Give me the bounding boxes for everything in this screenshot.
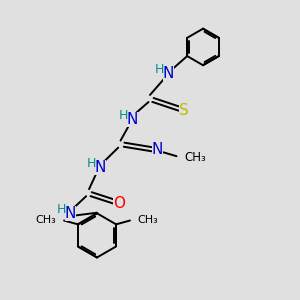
Text: CH₃: CH₃: [185, 151, 206, 164]
Text: CH₃: CH₃: [138, 215, 158, 225]
Text: H: H: [155, 63, 164, 76]
Text: N: N: [152, 142, 163, 157]
Text: N: N: [127, 112, 138, 127]
Text: N: N: [65, 206, 76, 221]
Text: O: O: [113, 196, 125, 211]
Text: CH₃: CH₃: [36, 215, 56, 225]
Text: H: H: [57, 203, 66, 216]
Text: S: S: [179, 103, 189, 118]
Text: N: N: [94, 160, 106, 175]
Text: N: N: [163, 66, 174, 81]
Text: H: H: [86, 157, 96, 170]
Text: H: H: [119, 109, 128, 122]
